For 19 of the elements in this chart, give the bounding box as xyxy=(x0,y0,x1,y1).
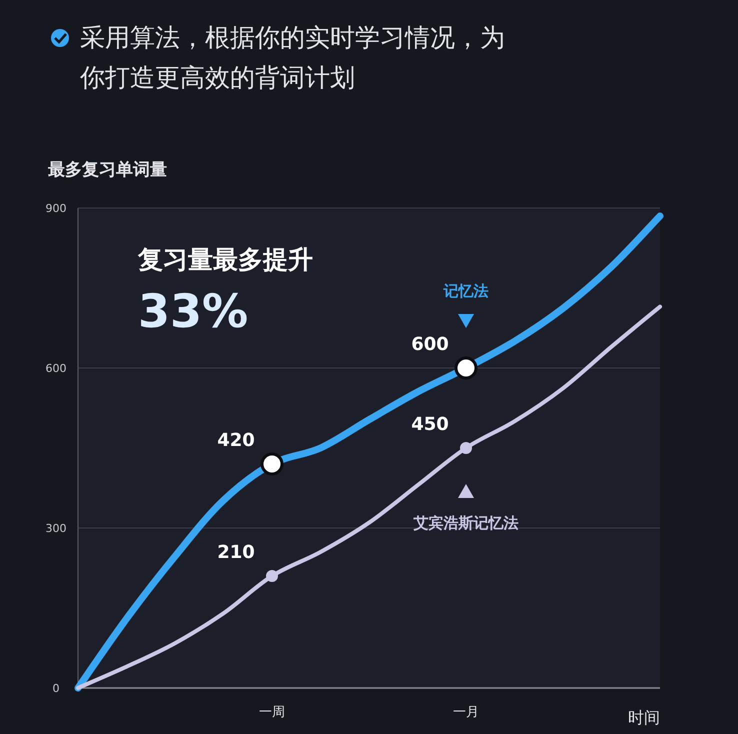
data-label: 420 xyxy=(217,430,255,451)
point xyxy=(266,570,278,582)
x-tick-label: 一周 xyxy=(259,705,285,720)
data-label: 210 xyxy=(217,542,255,563)
y-tick-label: 600 xyxy=(46,362,66,375)
y-tick-label: 0 xyxy=(52,682,60,695)
annotation: 复习量最多提升 xyxy=(137,245,313,274)
y-axis-title: 最多复习单词量 xyxy=(47,160,167,180)
data-label: 600 xyxy=(411,334,449,355)
y-tick-label: 300 xyxy=(46,522,66,535)
chart-title: 采用算法，根据你的实时学习情况，为你打造更高效的背词计划 xyxy=(79,23,505,92)
y-tick-label: 900 xyxy=(46,202,66,215)
x-tick-label: 一月 xyxy=(453,705,479,720)
text: 记忆法 xyxy=(442,282,488,300)
data-label: 450 xyxy=(411,414,449,435)
x-axis-title: 时间 xyxy=(628,708,660,727)
legend-label: 艾宾浩斯记忆法 xyxy=(412,514,518,532)
annotation: 33% xyxy=(138,284,248,338)
point xyxy=(460,442,472,454)
